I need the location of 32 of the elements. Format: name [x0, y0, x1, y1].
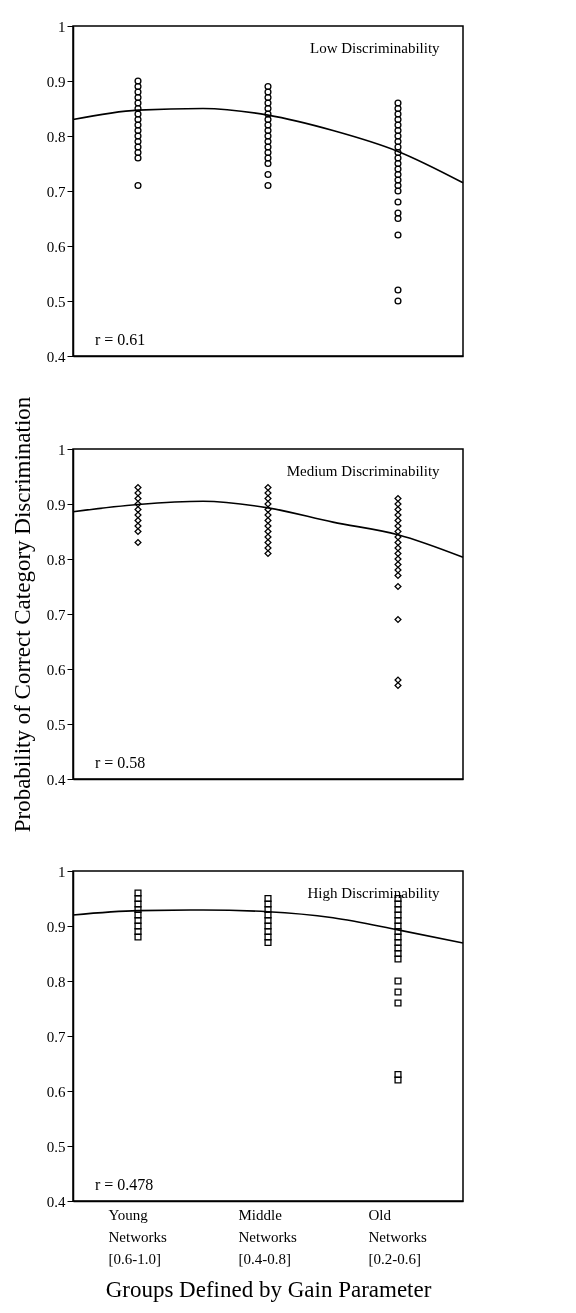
annotation: r = 0.478 [95, 1176, 154, 1193]
y-tick-label: 0.8 [46, 973, 66, 990]
x-tick-label: Old Networks [0.2-0.6] [368, 1206, 427, 1267]
y-tick-label: 0.7 [46, 183, 66, 200]
y-tick-label: 0.9 [46, 918, 66, 935]
y-tick-label: 1 [58, 18, 66, 35]
x-axis-title: Groups Defined by Gain Parameter [105, 1276, 432, 1302]
annotation: r = 0.58 [95, 754, 146, 771]
y-tick-label: 0.5 [46, 293, 66, 310]
y-tick-label: 0.4 [46, 771, 66, 788]
annotation: High Discriminability [307, 885, 441, 901]
y-tick-label: 0.7 [46, 606, 66, 623]
y-axis-title: Probability of Correct Category Discrimination [9, 396, 35, 833]
annotation: Low Discriminability [310, 40, 441, 56]
y-tick-label: 0.8 [46, 551, 66, 568]
y-tick-label: 0.6 [46, 1083, 66, 1100]
y-tick-label: 0.5 [46, 1138, 66, 1155]
y-tick-label: 0.9 [46, 496, 66, 513]
y-tick-label: 0.4 [46, 1193, 66, 1210]
x-tick-label: Middle Networks [0.4-0.8] [238, 1206, 297, 1267]
x-tick-label: Young Networks [0.6-1.0] [108, 1206, 167, 1267]
y-tick-label: 0.4 [46, 348, 66, 365]
y-tick-label: 0.6 [46, 661, 66, 678]
y-tick-label: 0.9 [46, 73, 66, 90]
y-tick-label: 0.8 [46, 128, 66, 145]
y-tick-label: 0.6 [46, 238, 66, 255]
y-tick-label: 0.5 [46, 716, 66, 733]
y-tick-label: 1 [58, 441, 66, 458]
y-tick-label: 1 [58, 863, 66, 880]
y-tick-label: 0.7 [46, 1028, 66, 1045]
annotation: r = 0.61 [95, 331, 146, 348]
annotation: Medium Discriminability [286, 463, 441, 479]
